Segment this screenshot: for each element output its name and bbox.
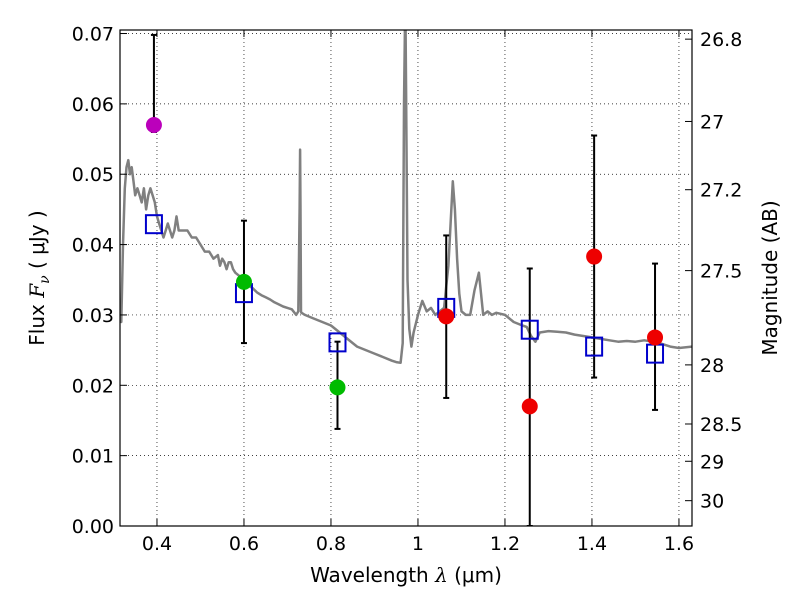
- x-axis-label-prefix: Wavelength: [310, 563, 435, 587]
- x-axis-label-symbol: λ: [434, 563, 448, 587]
- y-tick-label: 0.01: [72, 446, 114, 468]
- y-axis-label: Flux Fν ( μJy ): [25, 210, 53, 345]
- model-flux-square: [585, 336, 604, 357]
- y-tick-label: 0.03: [72, 305, 114, 327]
- observed-point: [329, 379, 346, 396]
- observed-point: [521, 398, 538, 415]
- x-axis-label: Wavelength λ (μm): [310, 563, 502, 587]
- y-axis-label-prefix: Flux: [25, 298, 49, 346]
- x-tick-label: 0.8: [316, 533, 346, 555]
- plot-frame: [119, 29, 693, 527]
- y-axis-label-subscript: ν: [37, 275, 53, 284]
- y2-tick-label: 27: [700, 111, 724, 133]
- model-flux-square: [328, 332, 347, 353]
- model-flux-square: [144, 214, 163, 235]
- observed-point: [145, 116, 162, 133]
- y2-tick-label: 30: [700, 491, 724, 513]
- y-tick-label: 0.04: [72, 235, 114, 257]
- model-flux-square: [520, 319, 539, 340]
- model-spectrum-line: [120, 30, 692, 365]
- axes: 0.4 0.6 0.8 1 1.2 1.4 1.6 0.00 0.01 0.02 0.03 0.04 0…: [72, 24, 743, 555]
- observed-point: [235, 273, 252, 290]
- y2-tick-label: 28.5: [700, 414, 742, 436]
- x-tick-label: 1.4: [577, 533, 607, 555]
- y2-tick-label: 27.2: [700, 180, 742, 202]
- x-tick-label: 1: [412, 533, 424, 555]
- y2-tick-label: 29: [700, 451, 724, 473]
- observed-point: [647, 329, 664, 346]
- x-tick-label: 0.6: [229, 533, 259, 555]
- plot-area: [120, 30, 692, 526]
- y-tick-label: 0.06: [72, 94, 114, 116]
- y-axis-label-symbol: F: [25, 283, 49, 299]
- observed-point: [586, 248, 603, 265]
- x-tick-label: 1.6: [664, 533, 694, 555]
- y2-axis-label: Magnitude (AB): [758, 200, 782, 355]
- y-tick-label: 0.02: [72, 375, 114, 397]
- x-tick-label: 1.2: [490, 533, 520, 555]
- y2-tick-label: 27.5: [700, 261, 742, 283]
- plot-clipped: [120, 30, 692, 526]
- y-tick-label: 0.07: [72, 24, 114, 46]
- observed-point: [438, 308, 455, 325]
- x-axis-label-unit: (μm): [448, 563, 502, 587]
- y2-tick-label: 26.8: [700, 29, 742, 51]
- y2-tick-label: 28: [700, 355, 724, 377]
- x-tick-label: 0.4: [142, 533, 172, 555]
- y-axis-label-unit: ( μJy ): [25, 210, 49, 275]
- y-tick-label: 0.05: [72, 164, 114, 186]
- y-tick-label: 0.00: [72, 516, 114, 538]
